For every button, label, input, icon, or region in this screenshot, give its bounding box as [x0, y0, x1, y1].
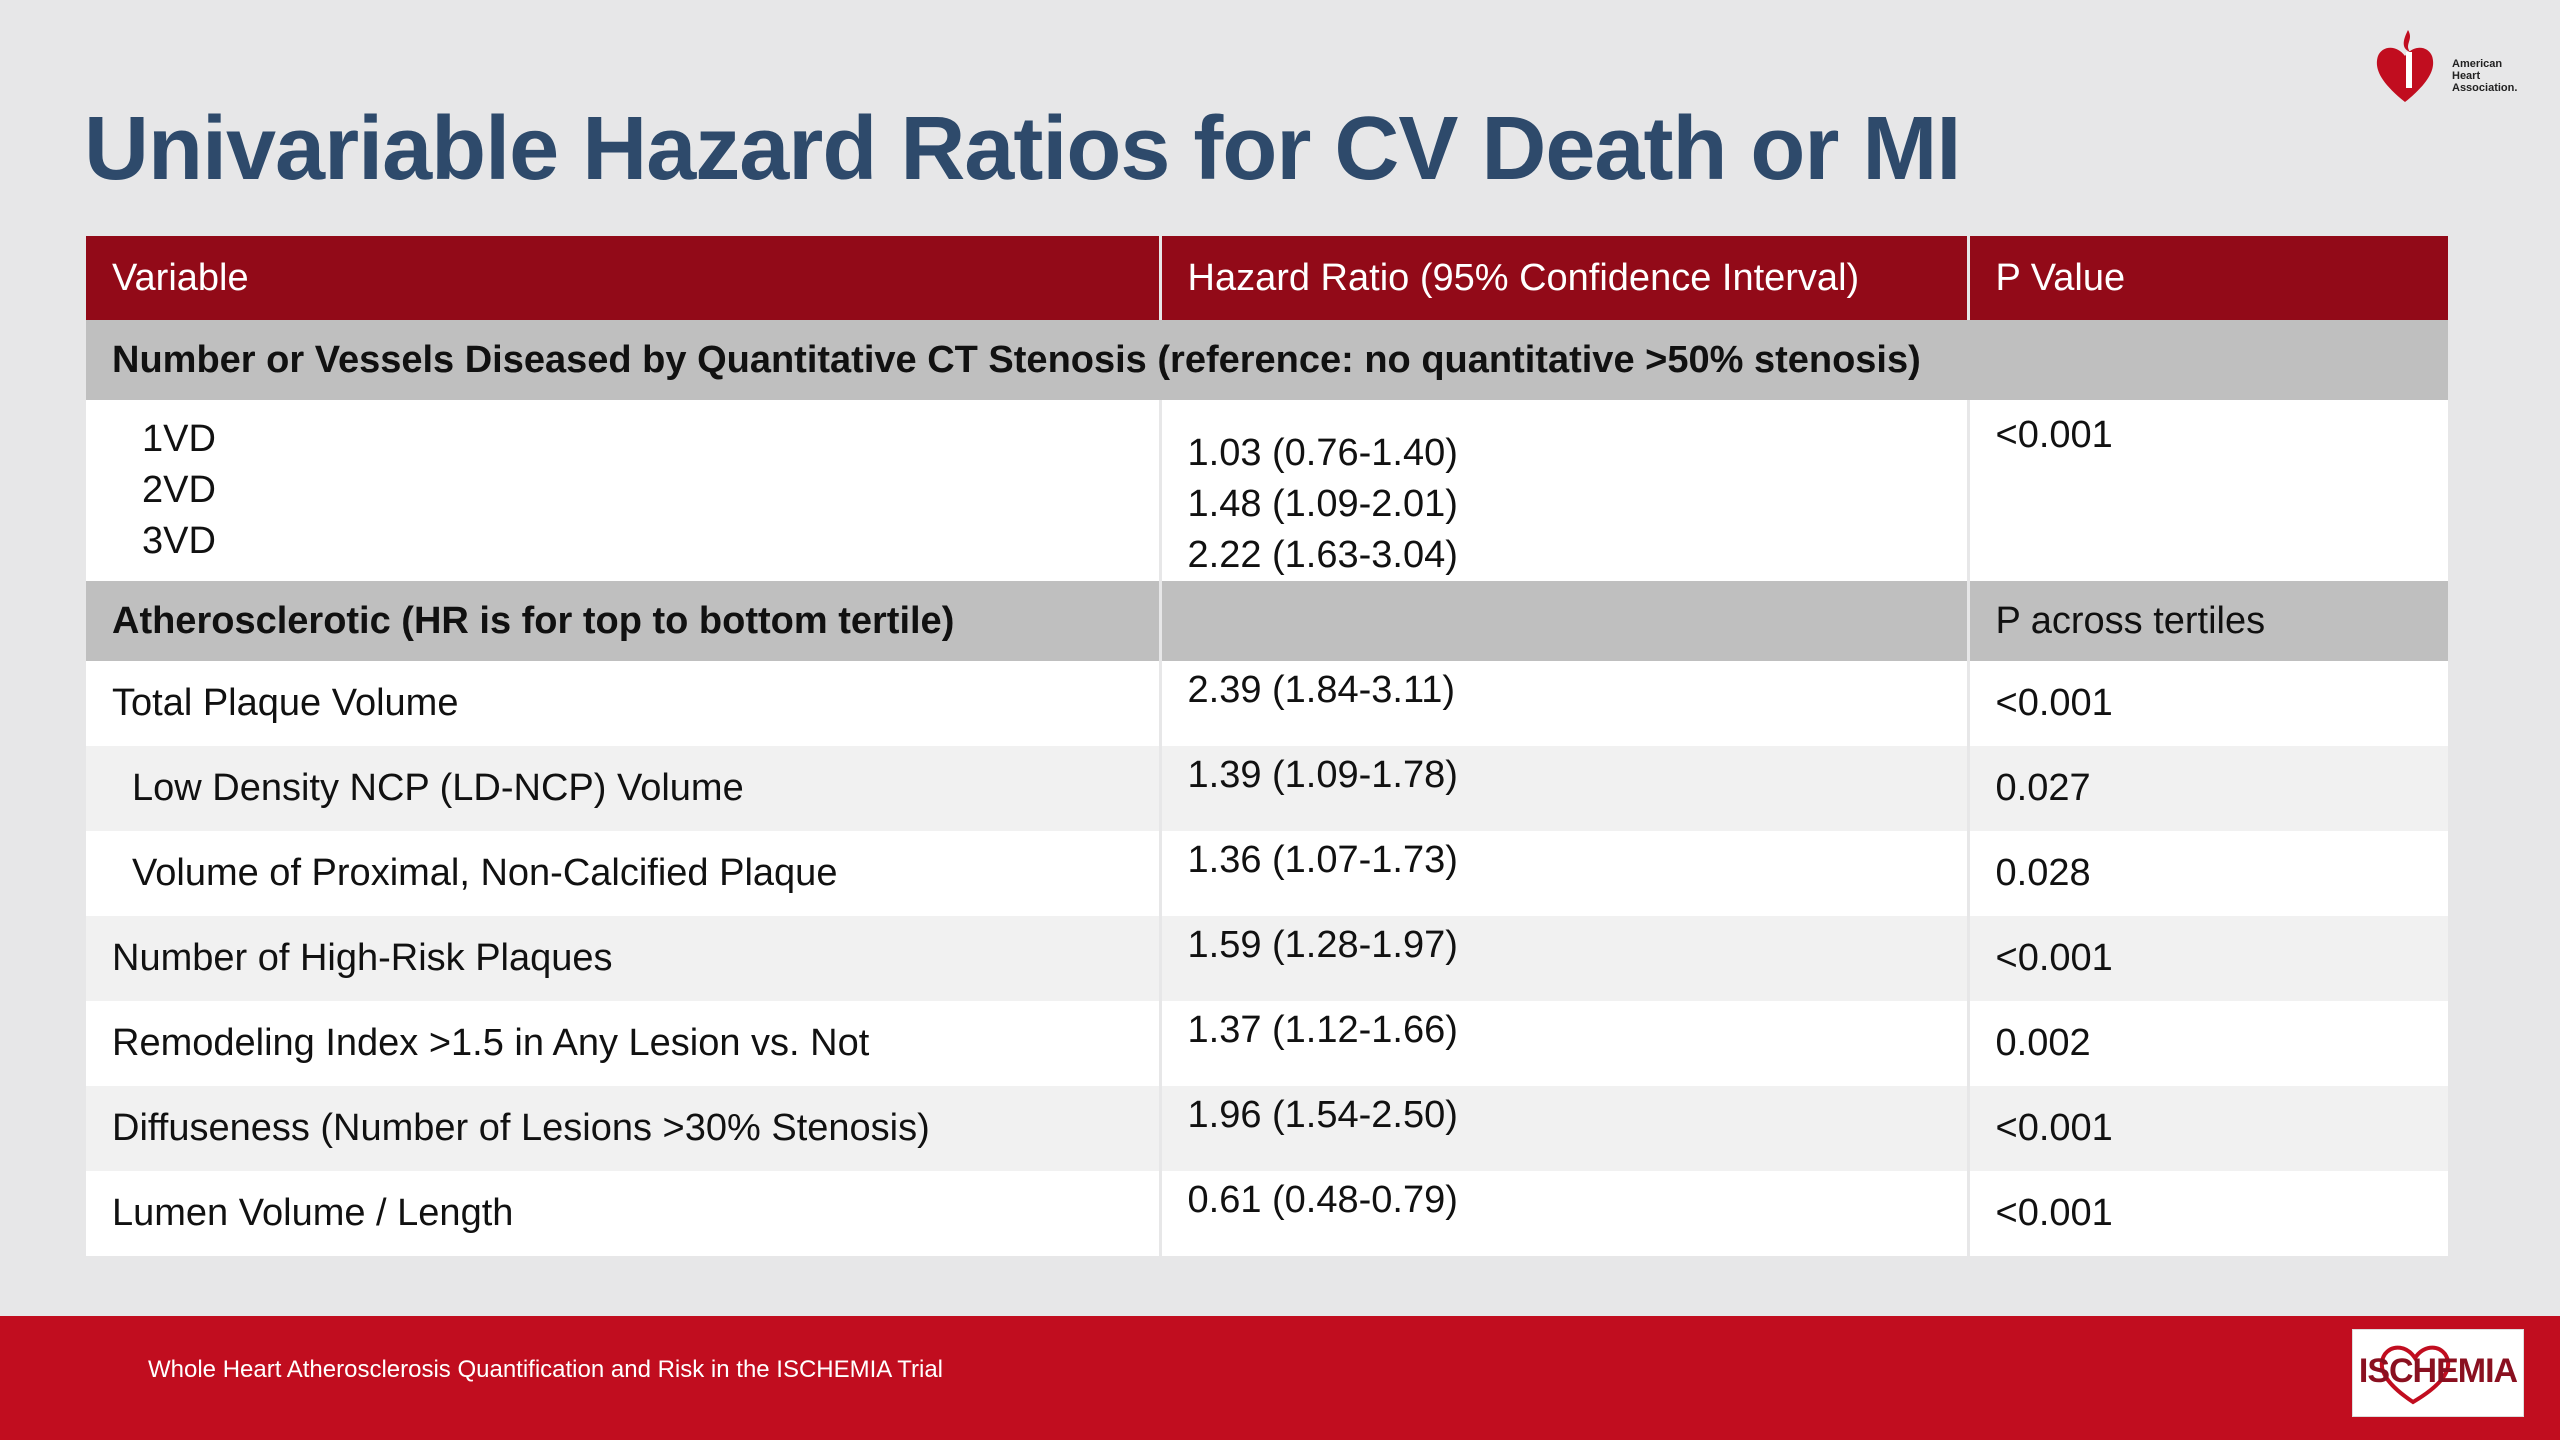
table-row: Number of High-Risk Plaques 1.59 (1.28-1…	[86, 916, 2448, 1001]
row-hr: 1.36 (1.07-1.73)	[1160, 831, 1970, 916]
aha-wordmark: American Heart Association.	[2452, 58, 2540, 94]
section-p-label: P across tertiles	[1968, 581, 2448, 661]
vessels-hr-cell: 1.03 (0.76-1.40) 1.48 (1.09-2.01) 2.22 (…	[1160, 400, 1970, 581]
section-empty-cell	[1160, 581, 1970, 661]
footer-text: Whole Heart Atherosclerosis Quantificati…	[148, 1356, 943, 1383]
row-p: <0.001	[1968, 1086, 2448, 1171]
header-p-value: P Value	[1968, 236, 2448, 320]
row-hr: 1.39 (1.09-1.78)	[1160, 746, 1970, 831]
row-hr: 1.96 (1.54-2.50)	[1160, 1086, 1970, 1171]
hazard-ratio-table: Variable Hazard Ratio (95% Confidence In…	[86, 236, 2448, 1256]
aha-logo: American Heart Association.	[2370, 22, 2540, 112]
row-variable: Lumen Volume / Length	[86, 1171, 1162, 1256]
section-label-vessels: Number or Vessels Diseased by Quantitati…	[86, 320, 2448, 400]
row-variable: Total Plaque Volume	[86, 661, 1162, 746]
row-hr: 2.39 (1.84-3.11)	[1160, 661, 1970, 746]
header-variable: Variable	[86, 236, 1162, 320]
row-p: 0.002	[1968, 1001, 2448, 1086]
aha-line-1: American	[2452, 58, 2503, 70]
row-p: 0.027	[1968, 746, 2448, 831]
table-row: Diffuseness (Number of Lesions >30% Sten…	[86, 1086, 2448, 1171]
section-row-atherosclerotic: Atherosclerotic (HR is for top to bottom…	[86, 581, 2448, 661]
row-p: <0.001	[1968, 916, 2448, 1001]
row-variable: Number of High-Risk Plaques	[86, 916, 1162, 1001]
row-variable: Remodeling Index >1.5 in Any Lesion vs. …	[86, 1001, 1162, 1086]
p-vessels: <0.001	[1995, 414, 2113, 456]
row-p: 0.028	[1968, 831, 2448, 916]
aha-line-2: Heart	[2452, 70, 2481, 82]
ischemia-wordmark: ISCHEMIA	[2358, 1352, 2518, 1390]
slide-title: Univariable Hazard Ratios for CV Death o…	[84, 99, 1961, 199]
row-hr: 1.59 (1.28-1.97)	[1160, 916, 1970, 1001]
table-row: Remodeling Index >1.5 in Any Lesion vs. …	[86, 1001, 2448, 1086]
row-p: <0.001	[1968, 661, 2448, 746]
vessels-row: 1VD 2VD 3VD 1.03 (0.76-1.40) 1.48 (1.09-…	[86, 400, 2448, 581]
vessels-cell: 1VD 2VD 3VD	[86, 400, 1162, 581]
ischemia-heart-icon	[2379, 1345, 2451, 1405]
hr-3vd: 2.22 (1.63-3.04)	[1187, 534, 1458, 576]
table-row: Volume of Proximal, Non-Calcified Plaque…	[86, 831, 2448, 916]
vessel-3vd: 3VD	[142, 520, 216, 562]
table-row: Total Plaque Volume 2.39 (1.84-3.11) <0.…	[86, 661, 2448, 746]
aha-line-3: Association.	[2452, 82, 2518, 94]
row-variable: Low Density NCP (LD-NCP) Volume	[86, 746, 1162, 831]
vessel-2vd: 2VD	[142, 469, 216, 511]
row-hr: 0.61 (0.48-0.79)	[1160, 1171, 1970, 1256]
row-p: <0.001	[1968, 1171, 2448, 1256]
vessel-1vd: 1VD	[142, 418, 216, 460]
heart-torch-icon	[2376, 30, 2434, 102]
footer-bar: Whole Heart Atherosclerosis Quantificati…	[0, 1316, 2560, 1440]
row-variable: Diffuseness (Number of Lesions >30% Sten…	[86, 1086, 1162, 1171]
ischemia-logo: ISCHEMIA	[2352, 1329, 2524, 1417]
hr-1vd: 1.03 (0.76-1.40)	[1187, 432, 1458, 474]
section-row-vessels: Number or Vessels Diseased by Quantitati…	[86, 320, 2448, 400]
vessels-p-cell: <0.001	[1968, 400, 2448, 581]
hr-2vd: 1.48 (1.09-2.01)	[1187, 483, 1458, 525]
row-hr: 1.37 (1.12-1.66)	[1160, 1001, 1970, 1086]
section-label-atherosclerotic: Atherosclerotic (HR is for top to bottom…	[86, 581, 1162, 661]
table-row: Low Density NCP (LD-NCP) Volume 1.39 (1.…	[86, 746, 2448, 831]
row-variable: Volume of Proximal, Non-Calcified Plaque	[86, 831, 1162, 916]
header-hazard-ratio: Hazard Ratio (95% Confidence Interval)	[1160, 236, 1970, 320]
table-header-row: Variable Hazard Ratio (95% Confidence In…	[86, 236, 2448, 320]
table-row: Lumen Volume / Length 0.61 (0.48-0.79) <…	[86, 1171, 2448, 1256]
